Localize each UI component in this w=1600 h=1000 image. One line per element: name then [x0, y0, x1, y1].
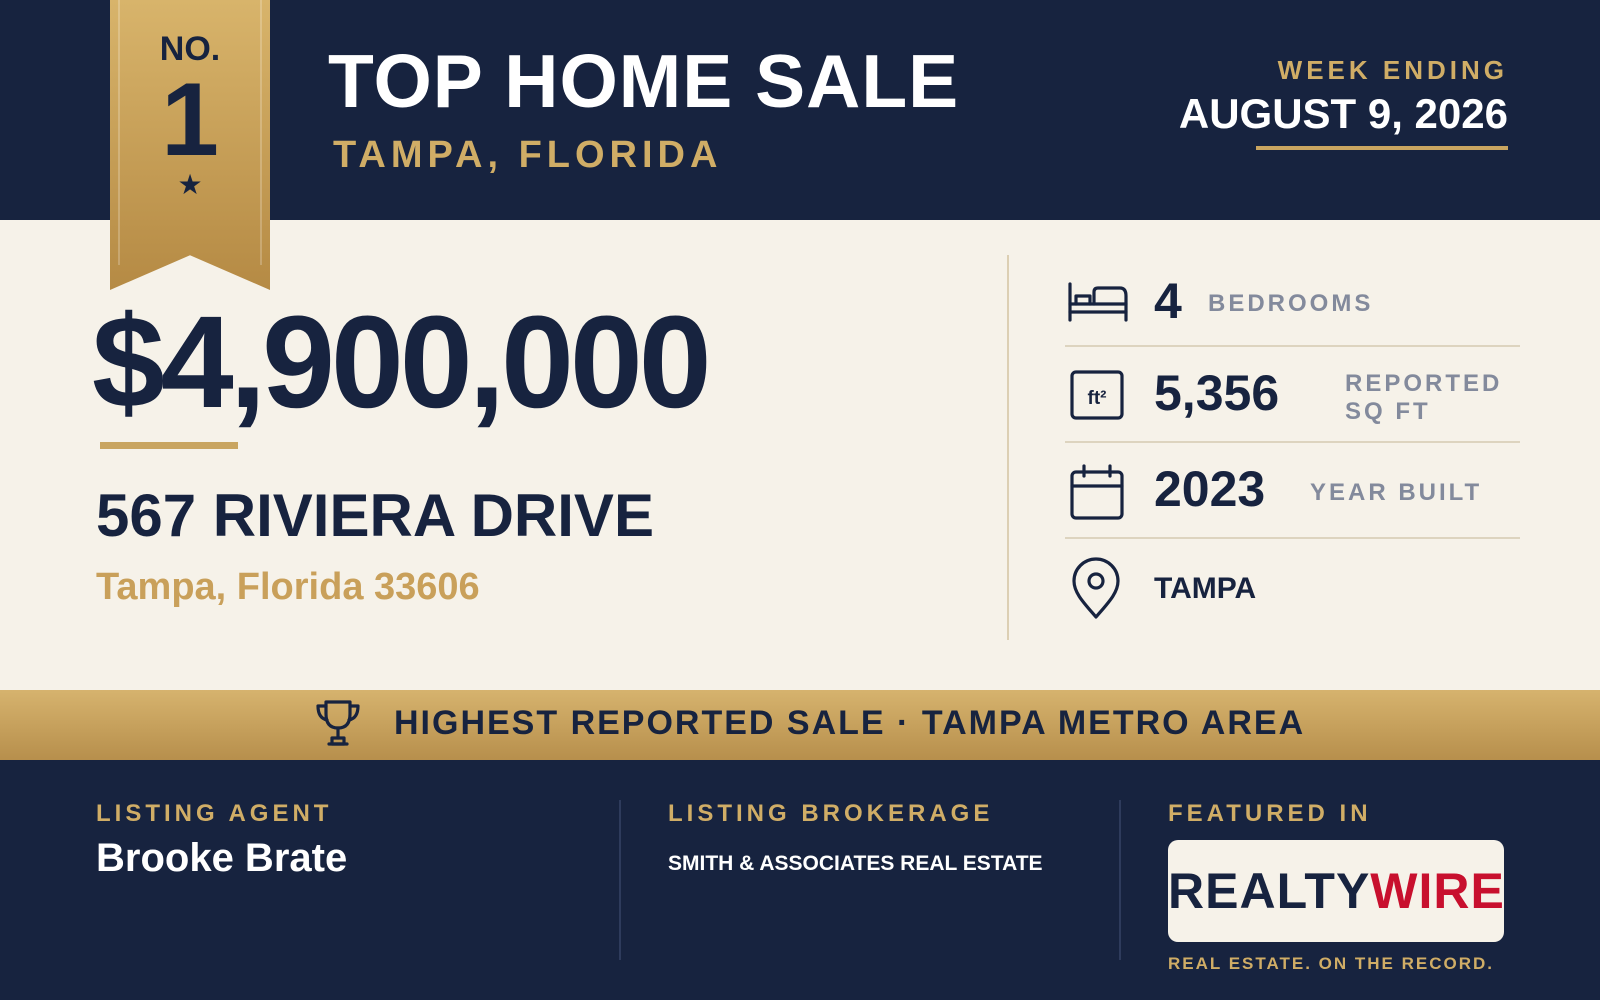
stat-separator: [1065, 441, 1520, 443]
logo-part-1: REALTY: [1168, 863, 1371, 919]
year-built-value: 2023: [1154, 461, 1266, 517]
trophy-icon: [316, 700, 360, 746]
publication-tagline: REAL ESTATE. ON THE RECORD.: [1168, 954, 1495, 973]
location-pin-icon: [1072, 557, 1120, 619]
square-feet-icon-text: ft²: [1087, 388, 1107, 409]
agent-label: LISTING AGENT: [96, 800, 333, 827]
footer-divider: [619, 800, 621, 960]
bedrooms-value: 4: [1154, 273, 1182, 329]
sqft-label-line2: SQ FT: [1345, 398, 1431, 425]
highlight-banner: [0, 690, 1600, 760]
brokerage-name: SMITH & ASSOCIATES REAL ESTATE: [668, 852, 1043, 875]
stat-separator: [1065, 537, 1520, 539]
page-subtitle: TAMPA, FLORIDA: [333, 134, 723, 176]
stat-separator: [1065, 345, 1520, 347]
sqft-label-line1: REPORTED: [1345, 370, 1503, 397]
week-ending-label: WEEK ENDING: [1277, 55, 1508, 85]
calendar-icon: [1070, 464, 1124, 520]
price-underline: [100, 442, 238, 449]
property-address: 567 RIVIERA DRIVE: [96, 482, 654, 549]
week-ending-date: AUGUST 9, 2026: [1178, 90, 1508, 137]
page-title: TOP HOME SALE: [328, 39, 960, 123]
footer-divider: [1119, 800, 1121, 960]
brokerage-label: LISTING BROKERAGE: [668, 800, 994, 827]
bedrooms-label: BEDROOMS: [1208, 290, 1374, 317]
publication-logo-box: [1168, 840, 1504, 942]
rank-number: 1: [161, 62, 219, 178]
stats-divider: [1007, 255, 1009, 640]
featured-label: FEATURED IN: [1168, 800, 1372, 827]
star-icon: ★: [177, 169, 203, 200]
square-feet-icon: [1070, 370, 1124, 420]
rank-ribbon: [110, 0, 270, 290]
logo-part-2: WIRE: [1370, 863, 1505, 919]
sale-price: $4,900,000: [92, 288, 712, 435]
rank-prefix: NO.: [159, 30, 221, 68]
bed-icon: [1068, 282, 1128, 322]
details-panel: [0, 220, 1600, 690]
week-underline: [1256, 146, 1508, 150]
highlight-text: HIGHEST REPORTED SALE · TAMPA METRO AREA: [394, 704, 1306, 742]
sqft-value: 5,356: [1154, 365, 1280, 421]
publication-logo: REALTYWIRE: [1168, 866, 1504, 916]
agent-name: Brooke Brate: [96, 836, 348, 880]
year-built-label: YEAR BUILT: [1310, 479, 1483, 506]
ribbon-trim-right: [260, 0, 262, 265]
ribbon-trim-left: [118, 0, 120, 265]
property-city: Tampa, Florida 33606: [96, 566, 480, 608]
location-value: TAMPA: [1154, 572, 1257, 605]
